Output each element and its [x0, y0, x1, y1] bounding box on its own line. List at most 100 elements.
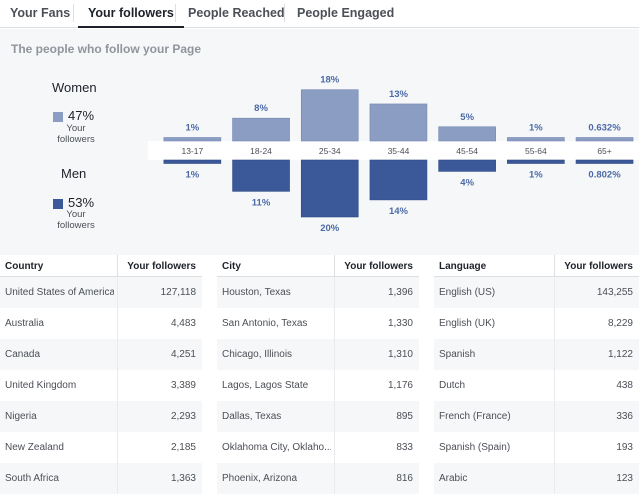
- row-value: 895: [396, 411, 413, 422]
- men-bar: [300, 159, 359, 218]
- column-divider: [334, 277, 335, 308]
- table-row: Chicago, Illinois 1,310: [217, 339, 419, 370]
- row-label: Spanish: [439, 349, 476, 360]
- legend-men-swatch: [53, 199, 63, 209]
- row-label: Oklahoma City, Oklaho...: [222, 442, 331, 453]
- legend-women-title: Women: [52, 80, 97, 95]
- tab-divider: [175, 4, 176, 22]
- table-header: Language Your followers: [434, 255, 639, 277]
- men-value-label: 1%: [529, 170, 543, 181]
- men-value-label: 0.802%: [588, 170, 621, 181]
- column-header[interactable]: Your followers: [344, 261, 413, 272]
- men-bar: [232, 159, 290, 192]
- women-bar: [575, 137, 634, 142]
- age-tick-label: 18-24: [250, 146, 272, 156]
- column-header[interactable]: Country: [5, 261, 44, 272]
- table-header: Country Your followers: [0, 255, 202, 277]
- row-label: South Africa: [5, 473, 59, 484]
- men-bar: [507, 159, 565, 164]
- tab-bar: Your Fans Your followers People Reached …: [0, 0, 639, 28]
- row-label: Lagos, Lagos State: [222, 380, 309, 391]
- column-divider: [117, 370, 118, 401]
- column-divider: [554, 463, 555, 494]
- row-value: 143,255: [596, 287, 633, 298]
- women-bar: [300, 89, 359, 142]
- men-value-label: 14%: [389, 206, 409, 217]
- row-value: 1,122: [607, 349, 633, 360]
- men-value-label: 11%: [252, 197, 271, 208]
- table-row: United States of America 127,118: [0, 277, 202, 308]
- column-divider: [117, 277, 118, 308]
- row-value: 1,363: [170, 473, 196, 484]
- tab-people-engaged[interactable]: People Engaged: [297, 6, 395, 20]
- table-row: San Antonio, Texas 1,330: [217, 308, 419, 339]
- row-label: San Antonio, Texas: [222, 318, 308, 329]
- row-label: English (US): [439, 287, 496, 298]
- column-header[interactable]: Your followers: [127, 261, 196, 272]
- age-tick-label: 65+: [597, 146, 611, 156]
- table-row: French (France) 336: [434, 401, 639, 432]
- tab-people-reached[interactable]: People Reached: [188, 6, 285, 20]
- column-divider: [334, 463, 335, 494]
- women-bar: [369, 103, 428, 142]
- men-bar: [575, 159, 634, 164]
- row-value: 438: [616, 380, 633, 391]
- column-divider: [117, 401, 118, 432]
- followers-demographics-panel: The people who follow your Page Women 47…: [0, 29, 639, 255]
- column-divider: [117, 463, 118, 494]
- table-row: Dallas, Texas 895: [217, 401, 419, 432]
- column-header[interactable]: Your followers: [564, 261, 633, 272]
- table-row: Dutch 438: [434, 370, 639, 401]
- column-divider: [554, 370, 555, 401]
- men-bar: [438, 159, 496, 172]
- women-value-label: 13%: [389, 89, 409, 100]
- column-divider: [117, 308, 118, 339]
- women-bar: [232, 117, 290, 142]
- row-value: 2,185: [170, 442, 196, 453]
- row-value: 8,229: [607, 318, 633, 329]
- tab-your-fans[interactable]: Your Fans: [10, 6, 71, 20]
- women-value-label: 18%: [320, 75, 340, 86]
- column-divider: [117, 432, 118, 463]
- age-tick-label: 13-17: [181, 146, 203, 156]
- women-value-label: 1%: [185, 123, 199, 134]
- column-divider: [334, 401, 335, 432]
- column-header[interactable]: Language: [439, 261, 487, 272]
- table-row: Australia 4,483: [0, 308, 202, 339]
- table-row: English (US) 143,255: [434, 277, 639, 308]
- age-tick-label: 45-54: [456, 146, 478, 156]
- men-value-label: 20%: [320, 223, 340, 234]
- column-divider: [334, 432, 335, 463]
- row-label: Chicago, Illinois: [222, 349, 293, 360]
- table-row: Arabic 123: [434, 463, 639, 494]
- column-header[interactable]: City: [222, 261, 241, 272]
- column-divider: [554, 401, 555, 432]
- women-bar: [438, 126, 496, 142]
- table-row: Canada 4,251: [0, 339, 202, 370]
- women-value-label: 8%: [254, 103, 268, 114]
- row-label: United States of America: [5, 287, 114, 298]
- column-divider: [334, 339, 335, 370]
- legend-women-sub: Your followers: [57, 123, 95, 145]
- country-table: Country Your followers United States of Am…: [0, 255, 202, 494]
- row-label: Phoenix, Arizona: [222, 473, 298, 484]
- row-label: Australia: [5, 318, 44, 329]
- row-label: Dallas, Texas: [222, 411, 282, 422]
- row-label: Canada: [5, 349, 41, 360]
- table-row: Spanish (Spain) 193: [434, 432, 639, 463]
- row-label: English (UK): [439, 318, 496, 329]
- row-value: 1,310: [387, 349, 413, 360]
- table-row: Lagos, Lagos State 1,176: [217, 370, 419, 401]
- table-row: English (UK) 8,229: [434, 308, 639, 339]
- table-row: New Zealand 2,185: [0, 432, 202, 463]
- row-label: New Zealand: [5, 442, 64, 453]
- row-value: 127,118: [160, 287, 196, 298]
- column-divider: [554, 339, 555, 370]
- row-value: 193: [616, 442, 633, 453]
- row-value: 2,293: [170, 411, 196, 422]
- legend-women-swatch: [53, 112, 63, 122]
- column-divider: [554, 255, 555, 277]
- column-divider: [117, 339, 118, 370]
- row-value: 3,389: [170, 380, 196, 391]
- tab-your-followers[interactable]: Your followers: [78, 0, 184, 28]
